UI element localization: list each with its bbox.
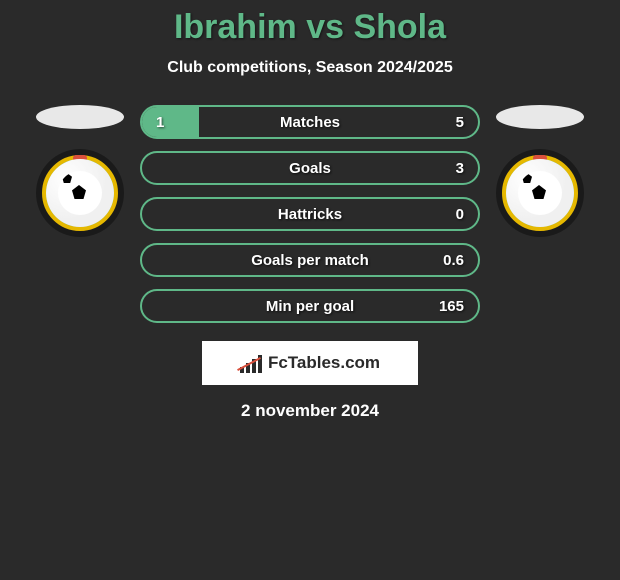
badge-inner <box>506 159 574 227</box>
infographic-container: Ibrahim vs Shola Club competitions, Seas… <box>0 0 620 421</box>
site-name: FcTables.com <box>268 353 380 373</box>
left-player-col <box>30 105 130 237</box>
soccer-ball-icon <box>58 171 102 215</box>
club-badge-right <box>496 149 584 237</box>
stats-column: 1Matches5 Goals3 Hattricks0 Goals per match… <box>140 105 480 323</box>
stat-right-value: 0 <box>424 206 464 223</box>
page-subtitle: Club competitions, Season 2024/2025 <box>0 59 620 77</box>
club-badge-left <box>36 149 124 237</box>
player-photo-placeholder-right <box>496 105 584 129</box>
bar-chart-icon <box>240 353 262 373</box>
main-row: 1Matches5 Goals3 Hattricks0 Goals per match… <box>0 105 620 323</box>
page-title: Ibrahim vs Shola <box>0 8 620 47</box>
right-player-col <box>490 105 590 237</box>
branding-box[interactable]: FcTables.com <box>202 341 418 385</box>
stat-right-value: 3 <box>424 160 464 177</box>
stat-bar: Min per goal165 <box>140 289 480 323</box>
stat-right-value: 0.6 <box>424 252 464 269</box>
footer-date: 2 november 2024 <box>0 401 620 421</box>
soccer-ball-icon <box>518 171 562 215</box>
badge-inner <box>46 159 114 227</box>
player-photo-placeholder-left <box>36 105 124 129</box>
stat-bar: 1Matches5 <box>140 105 480 139</box>
stat-right-value: 165 <box>424 298 464 315</box>
stat-right-value: 5 <box>424 114 464 131</box>
stat-bar: Goals3 <box>140 151 480 185</box>
stat-bar: Hattricks0 <box>140 197 480 231</box>
stat-bar: Goals per match0.6 <box>140 243 480 277</box>
